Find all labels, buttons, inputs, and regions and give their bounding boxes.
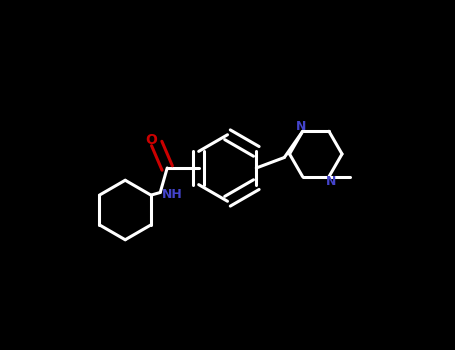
Text: N: N	[325, 175, 336, 189]
Text: N: N	[296, 119, 306, 133]
Text: O: O	[146, 133, 157, 147]
Text: NH: NH	[162, 188, 183, 201]
